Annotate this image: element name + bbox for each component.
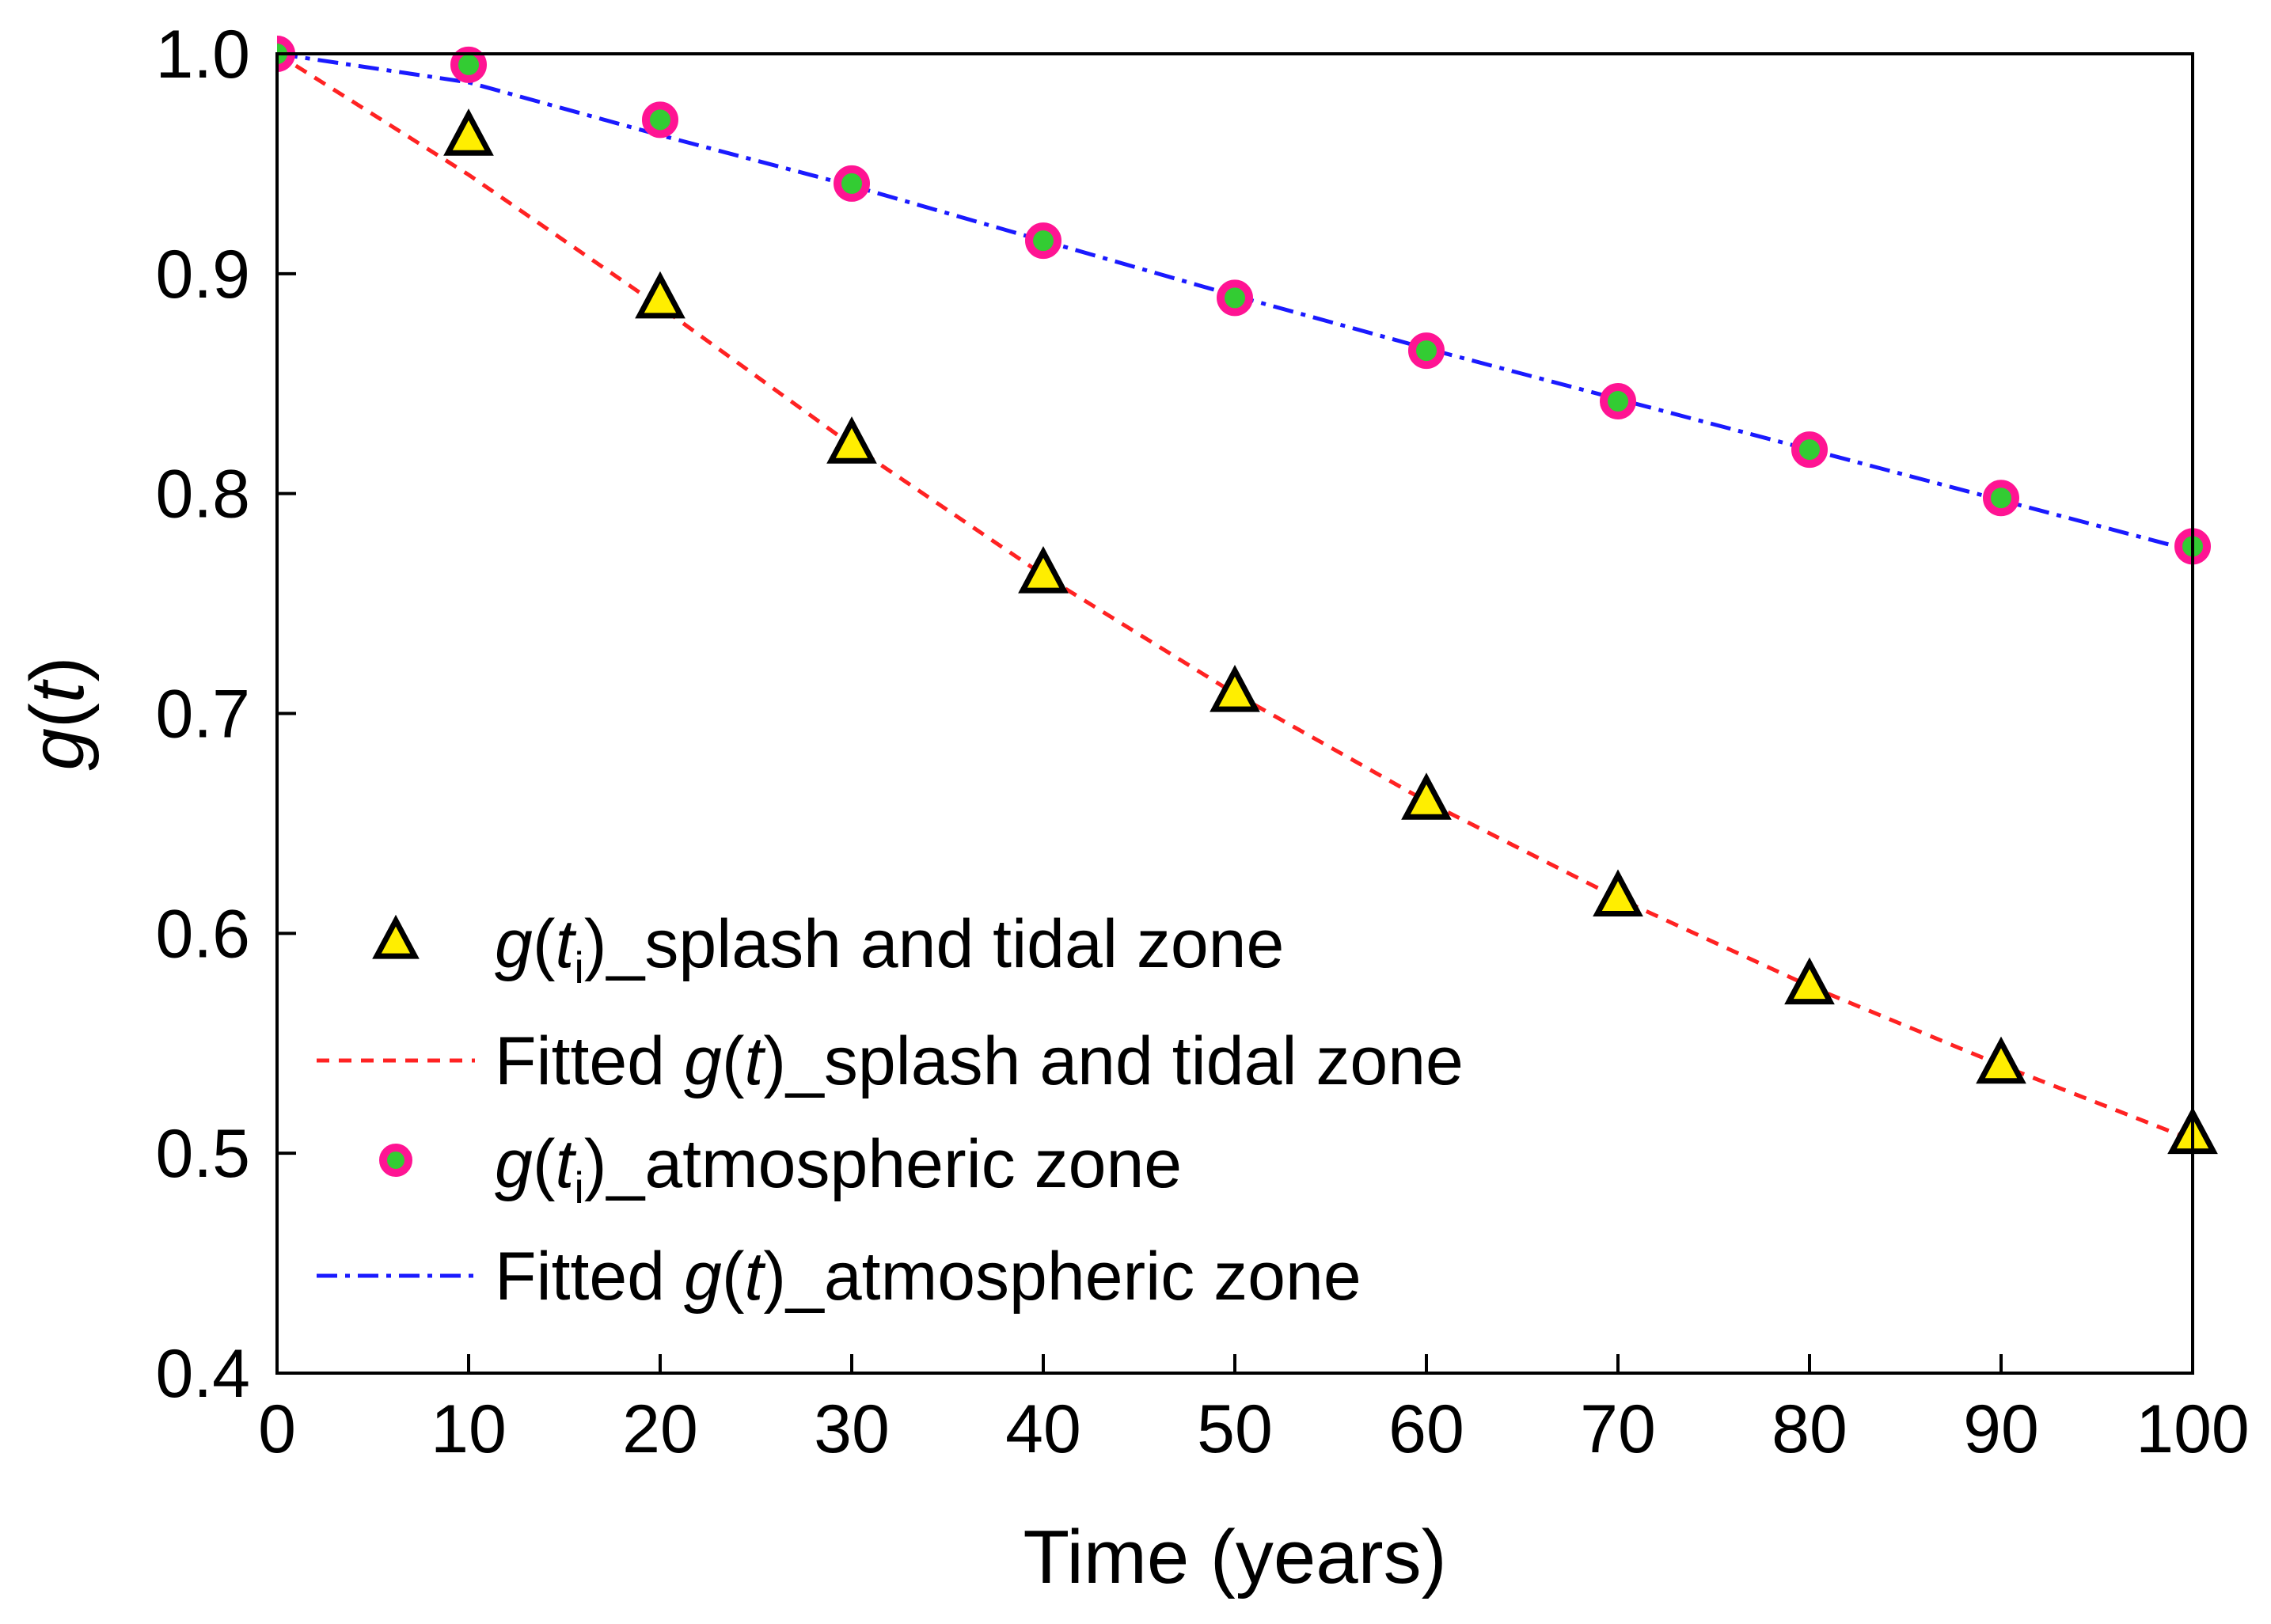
legend-circle-symbol — [379, 1144, 412, 1177]
point-splash_points — [1593, 869, 1643, 917]
point-splash_points — [1784, 957, 1835, 1005]
legend-label-open: ( — [722, 1239, 745, 1315]
y-tick-label: 0.6 — [155, 896, 250, 972]
point-atmo_points — [1983, 480, 2019, 517]
legend-label-close: ) — [584, 906, 607, 982]
legend-triangle-symbol — [372, 914, 420, 959]
legend-label-close: ) — [584, 1126, 607, 1202]
point-atmo_points — [1600, 382, 1636, 419]
legend-label-open: ( — [533, 906, 556, 982]
point-atmo_points — [450, 46, 487, 83]
x-tick-label: 30 — [814, 1391, 890, 1467]
y-tick-label: 0.5 — [155, 1116, 250, 1192]
point-atmo_points — [1408, 332, 1445, 370]
legend-label: Fitted g(t)_atmospheric zone — [495, 1239, 1361, 1315]
legend-label-prefix: Fitted — [495, 1239, 684, 1315]
point-atmo_points — [1791, 431, 1828, 469]
legend-item: g(ti)_atmospheric zone — [379, 1126, 1182, 1212]
point-atmo_points — [1025, 222, 1061, 260]
legend-label-open: ( — [533, 1126, 556, 1202]
legend-label-var: t — [555, 906, 576, 982]
y-tick-label: 1.0 — [155, 17, 250, 93]
ticks-layer — [275, 52, 2194, 1375]
x-tick-label: 90 — [1963, 1391, 2039, 1467]
series-splash_points — [443, 108, 2218, 1155]
y-axis-title-open: ( — [15, 703, 100, 728]
legend-label: g(ti)_splash and tidal zone — [495, 906, 1284, 992]
point-splash_points — [443, 108, 494, 156]
legend-label-open: ( — [722, 1023, 745, 1099]
point-splash_points — [1210, 665, 1260, 712]
x-tick-label: 50 — [1197, 1391, 1273, 1467]
point-atmo_points — [834, 165, 870, 202]
legend-label-close: ) — [763, 1239, 786, 1315]
legend-label-close: ) — [763, 1023, 786, 1099]
legend-label-var: t — [555, 1126, 576, 1202]
line-splash_fit — [277, 51, 2193, 1142]
legend-label-var: t — [744, 1023, 765, 1099]
x-tick-label: 70 — [1580, 1391, 1656, 1467]
x-tick-label: 0 — [258, 1391, 296, 1467]
legend-label-fn: g — [495, 906, 533, 982]
legend-label-subscript: i — [574, 943, 583, 992]
y-tick-label: 0.7 — [155, 677, 250, 753]
x-axis-title: Time (years) — [1023, 1515, 1446, 1599]
point-atmo_points — [1217, 279, 1253, 317]
legend-label-fn: g — [684, 1239, 722, 1315]
legend-label-rest: _splash and tidal zone — [784, 1023, 1464, 1099]
point-splash_points — [1018, 546, 1069, 594]
series-atmo_points — [277, 36, 2211, 565]
series-layer — [277, 36, 2218, 1155]
x-tick-label: 80 — [1772, 1391, 1848, 1467]
series-splash_fit — [277, 51, 2193, 1142]
legend-label: Fitted g(t)_splash and tidal zone — [495, 1023, 1464, 1099]
legend-label-fn: g — [684, 1023, 722, 1099]
y-tick-label: 0.4 — [155, 1336, 250, 1412]
y-axis-title-close: ) — [15, 657, 100, 682]
legend-item: Fitted g(t)_splash and tidal zone — [317, 1023, 1464, 1099]
legend-label-prefix: Fitted — [495, 1023, 684, 1099]
y-axis-title-fn: g — [15, 728, 100, 770]
legend-item: g(ti)_splash and tidal zone — [372, 906, 1284, 992]
y-tick-label: 0.8 — [155, 457, 250, 533]
x-tick-label: 40 — [1005, 1391, 1081, 1467]
x-tick-label: 60 — [1388, 1391, 1464, 1467]
tick-labels: 0 10 20 30 40 50 60 70 80 90 100 0.4 0.5 0.6 0.7 0.8 0.9… — [155, 17, 2249, 1467]
legend-label: g(ti)_atmospheric zone — [495, 1126, 1182, 1212]
y-tick-label: 0.9 — [155, 237, 250, 313]
legend-label-fn: g — [495, 1126, 533, 1202]
point-splash_points — [1976, 1036, 2026, 1084]
point-splash_points — [635, 271, 685, 319]
point-atmo_points — [642, 101, 678, 138]
legend-label-rest: _splash and tidal zone — [605, 906, 1284, 982]
legend-label-rest: _atmospheric zone — [605, 1126, 1182, 1202]
legend-label-rest: _atmospheric zone — [784, 1239, 1361, 1315]
legend-label-var: t — [744, 1239, 765, 1315]
x-tick-label: 20 — [622, 1391, 698, 1467]
x-tick-label: 100 — [2136, 1391, 2250, 1467]
point-splash_points — [826, 416, 877, 464]
x-tick-label: 10 — [431, 1391, 507, 1467]
y-axis-title-var: t — [15, 679, 100, 703]
legend-item: Fitted g(t)_atmospheric zone — [317, 1239, 1361, 1315]
point-splash_points — [1401, 772, 1452, 820]
legend-label-subscript: i — [574, 1163, 583, 1212]
y-axis-title: g(t) — [15, 657, 100, 771]
